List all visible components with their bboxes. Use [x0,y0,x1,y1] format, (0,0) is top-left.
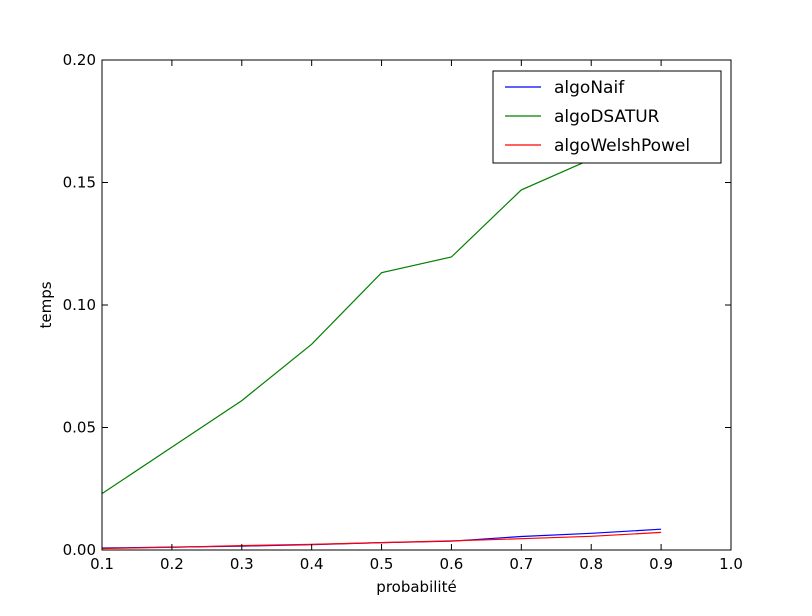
y-axis-label: temps [37,281,55,328]
x-tick-label: 0.7 [509,555,533,573]
x-tick-label: 0.1 [90,555,114,573]
y-tick-label: 0.20 [63,51,96,69]
legend-box [492,70,722,164]
x-tick-label: 0.3 [230,555,254,573]
x-tick-label: 1.0 [719,555,743,573]
x-tick-label: 0.9 [649,555,673,573]
y-tick-label: 0.10 [63,296,96,314]
series-line-algowelshpowel [101,531,662,550]
ticks-layer: 0.1 0.2 0.3 0.4 0.5 0.6 0.7 0.8 0.9 1.0 0.00 0.05 0.… [63,51,743,573]
legend-label-algowelshpowel: algoWelshPowel [554,136,690,156]
y-tick-label: 0.05 [63,419,96,437]
x-tick-label: 0.2 [160,555,184,573]
x-tick-label: 0.4 [300,555,324,573]
legend: algoNaif algoDSATUR algoWelshPowel [492,70,722,164]
x-tick-label: 0.6 [440,555,464,573]
legend-label-algodsatur: algoDSATUR [554,107,660,127]
x-tick-label: 0.8 [579,555,603,573]
series-line-algodsatur [101,128,662,495]
legend-label-algonaif: algoNaif [554,78,625,98]
series-layer [101,128,662,550]
y-tick-label: 0.15 [63,174,96,192]
y-tick-label: 0.00 [63,541,96,559]
x-tick-label: 0.5 [370,555,394,573]
x-axis-label: probabilité [376,578,456,596]
